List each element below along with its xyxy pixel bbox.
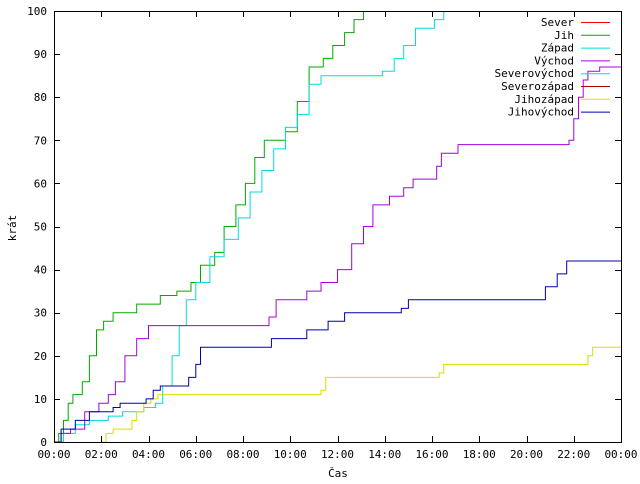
x-axis-title: Čas <box>328 467 348 480</box>
y-tick-label: 30 <box>34 307 47 320</box>
legend-label-severozapad: Severozápad <box>501 80 574 93</box>
ticks-layer: 00:00 02:00 04:00 06:00 08:00 10:00 12:00 14:00… <box>27 5 637 461</box>
y-tick-label: 100 <box>27 5 47 18</box>
y-tick-label: 20 <box>34 350 47 363</box>
series-layer <box>54 11 621 443</box>
series-line-jih <box>54 11 364 443</box>
x-tick-label: 20:00 <box>510 448 543 461</box>
legend-label-jihozapad: Jihozápad <box>514 93 574 106</box>
x-tick-label: 16:00 <box>415 448 448 461</box>
y-tick-label: 60 <box>34 177 47 190</box>
legend-label-severovychod: Severovýchod <box>495 67 574 80</box>
x-tick-label: 08:00 <box>226 448 259 461</box>
x-tick-label: 02:00 <box>85 448 118 461</box>
series-line-zapad <box>54 11 445 443</box>
y-tick-label: 90 <box>34 48 47 61</box>
series-line-vychod <box>54 66 621 443</box>
series-line-jihovychod <box>54 260 621 443</box>
legend: SeverJihZápadVýchodSeverovýchodSeverozáp… <box>495 16 610 119</box>
x-tick-label: 00:00 <box>604 448 637 461</box>
legend-label-jih: Jih <box>554 29 574 42</box>
x-tick-label: 18:00 <box>463 448 496 461</box>
y-tick-label: 50 <box>34 221 47 234</box>
x-tick-label: 12:00 <box>321 448 354 461</box>
x-tick-label: 06:00 <box>179 448 212 461</box>
legend-label-zapad: Západ <box>541 42 574 55</box>
legend-label-vychod: Východ <box>534 54 574 67</box>
legend-label-jihovychod: Jihovýchod <box>508 106 574 119</box>
x-tick-label: 22:00 <box>557 448 590 461</box>
x-tick-label: 00:00 <box>37 448 70 461</box>
y-tick-label: 0 <box>40 436 47 449</box>
legend-label-sever: Sever <box>541 16 574 29</box>
y-tick-label: 70 <box>34 134 47 147</box>
y-tick-label: 40 <box>34 264 47 277</box>
x-tick-label: 04:00 <box>132 448 165 461</box>
y-axis-title: krát <box>6 215 19 242</box>
x-tick-label: 10:00 <box>274 448 307 461</box>
y-tick-label: 10 <box>34 393 47 406</box>
series-line-jihozapad <box>101 346 621 443</box>
x-tick-label: 14:00 <box>368 448 401 461</box>
y-tick-label: 80 <box>34 91 47 104</box>
